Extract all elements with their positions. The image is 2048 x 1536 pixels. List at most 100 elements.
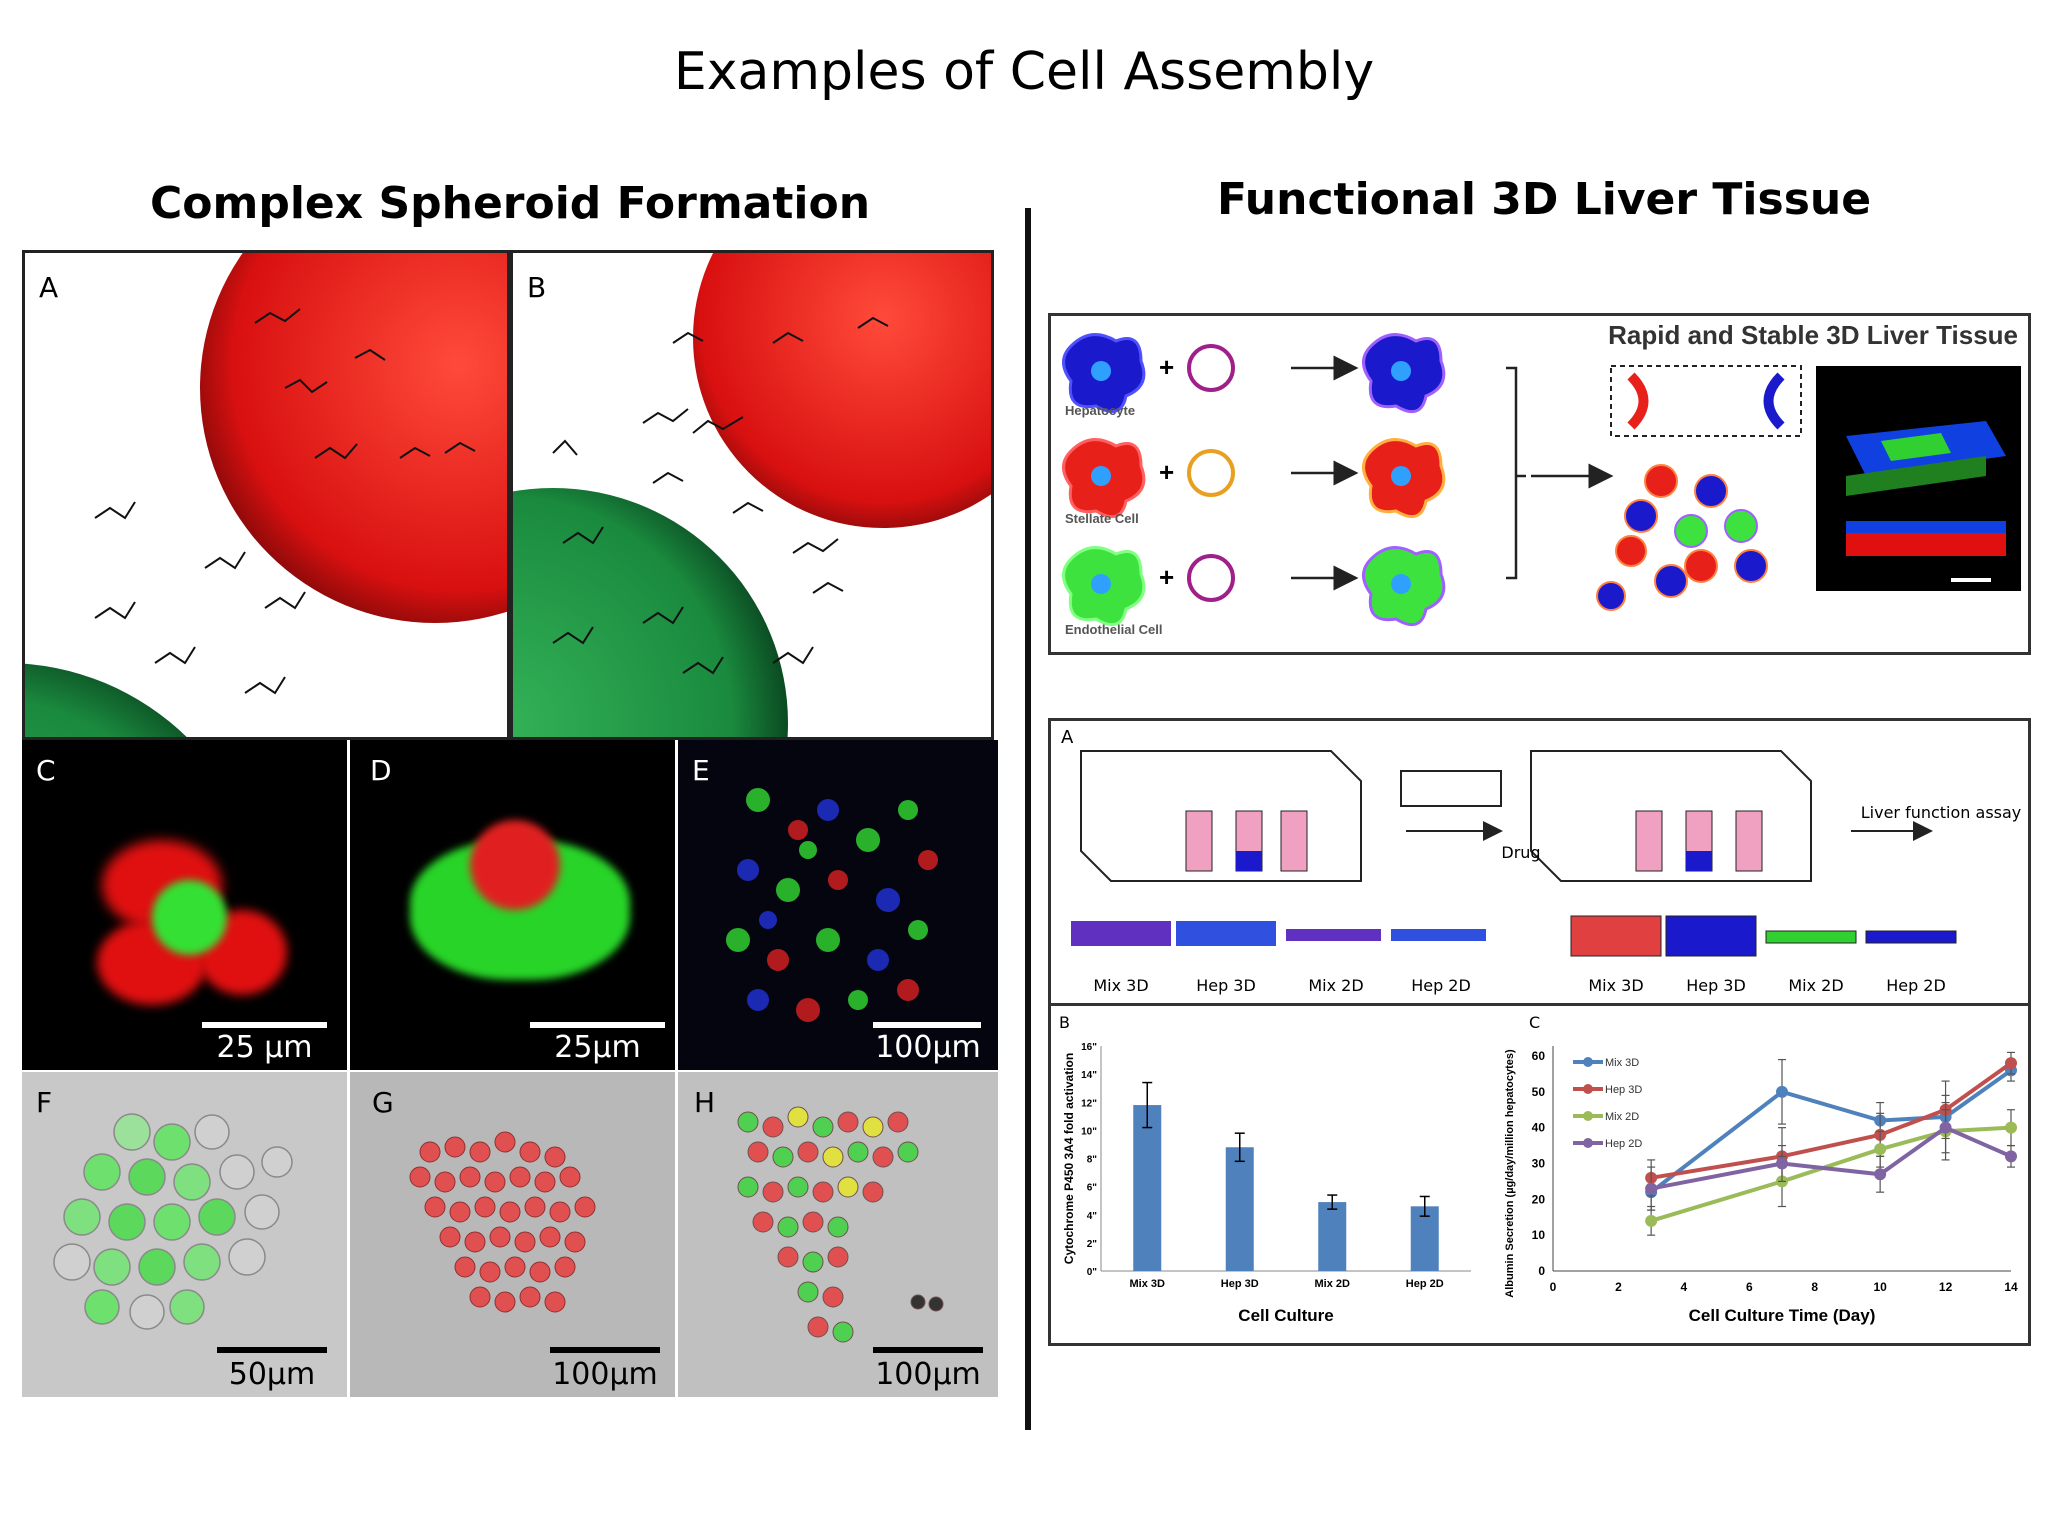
red-sphere	[693, 253, 991, 528]
chart-b-ytick: 16"	[1081, 1042, 1097, 1053]
chart-c-xtick: 10	[1873, 1280, 1887, 1294]
chart-c-legend-marker	[1583, 1084, 1593, 1094]
chart-c-point	[1939, 1121, 1952, 1134]
chart-c-xtick: 2	[1615, 1280, 1622, 1294]
green-sphere	[513, 488, 788, 737]
panel-label-f: F	[36, 1086, 53, 1119]
chart-c-xtick: 6	[1746, 1280, 1753, 1294]
chart-b-xlabel: Cell Culture	[1238, 1306, 1333, 1325]
chart-b-ytick: 10"	[1081, 1126, 1097, 1137]
scale-label-e: 100µm	[875, 1030, 981, 1065]
stellate-label: Stellate Cell	[1065, 511, 1139, 526]
chart-c-xtick: 12	[1939, 1280, 1953, 1294]
chart-c-ytick: 40	[1532, 1121, 1546, 1135]
scale-label-g: 100µm	[552, 1357, 658, 1392]
chart-c-legend-marker	[1583, 1111, 1593, 1121]
assay-drawing	[1071, 750, 1957, 957]
panel-c: C 25 µm	[22, 740, 347, 1070]
chart-c-ytick: 50	[1532, 1085, 1546, 1099]
chart-b-ytick: 4"	[1087, 1211, 1098, 1222]
chart-c-legend-label: Mix 2D	[1605, 1111, 1639, 1123]
right-caption-mix3d: Mix 3D	[1588, 976, 1644, 995]
left-caption-hep3d: Hep 3D	[1196, 976, 1256, 995]
liver-tissue-schematic: Rapid and Stable 3D Liver Tissue + + +	[1048, 313, 2031, 655]
line-chart-c: C 0 10 20 30 40 50 60 0 2 4 6 8 10 12 14 Mix 3D Hep 3D Mix…	[1504, 1013, 2018, 1325]
chart-b-ylabel: Cytochrome P450 3A4 fold activation	[1062, 1053, 1076, 1264]
chart-c-legend-marker	[1583, 1138, 1593, 1148]
svg-text:+: +	[1159, 457, 1174, 487]
scale-bar-h	[873, 1347, 983, 1353]
liver-function-label: Liver function assay	[1860, 803, 2022, 822]
panel-g-cells	[409, 1131, 596, 1313]
scale-label-d: 25µm	[554, 1030, 641, 1065]
chart-c-point	[2005, 1057, 2017, 1070]
chart-b-xtick: Hep 3D	[1221, 1278, 1259, 1290]
panel-e-cells	[726, 788, 938, 1022]
chart-c-series-line	[1650, 1061, 2013, 1180]
panel-d: D 25µm	[350, 740, 675, 1070]
panel-h-cells	[737, 1106, 944, 1343]
scale-bar-f	[217, 1347, 327, 1353]
chart-c-label: C	[1529, 1013, 1540, 1032]
panel-h: H 100µm	[678, 1072, 998, 1397]
chart-c-ylabel: Albumin Secretion (µg/day/million hepato…	[1504, 1049, 1516, 1298]
schematic-drawing: + + +	[1062, 333, 2021, 627]
scale-bar-e	[873, 1022, 981, 1028]
page-title: Examples of Cell Assembly	[673, 42, 1375, 102]
panel-e: E 100µm	[678, 740, 998, 1070]
chart-c-point	[1776, 1157, 1788, 1170]
chart-b-ytick: 12"	[1081, 1098, 1097, 1109]
assay-panel: A Drug Liver function assay Mix 3D Hep 3…	[1048, 718, 2031, 1006]
chart-c-point	[2005, 1150, 2017, 1163]
left-heading: Complex Spheroid Formation	[149, 178, 871, 229]
panel-f: F 50µm	[22, 1072, 347, 1397]
chart-b-bar	[1410, 1206, 1439, 1271]
chart-c-point	[1874, 1168, 1887, 1181]
chart-b-bar	[1133, 1105, 1162, 1271]
bar-chart-b: B 0" 2" 4" 6" 8" 10" 12" 14" 16" Mix 3D Hep 3D Mix 2…	[1059, 1013, 1471, 1325]
panel-a: A	[22, 250, 510, 740]
chart-c-ytick: 0	[1538, 1264, 1545, 1278]
panel-a-illustration	[25, 253, 507, 737]
chart-c-legend-label: Mix 3D	[1605, 1057, 1639, 1069]
chart-b-xtick: Mix 3D	[1130, 1278, 1166, 1290]
scale-bar-c	[202, 1022, 327, 1028]
chart-c-xlabel: Cell Culture Time (Day)	[1689, 1306, 1876, 1325]
chart-c-ytick: 30	[1532, 1157, 1546, 1171]
chart-c-xtick: 0	[1550, 1280, 1557, 1294]
svg-text:+: +	[1159, 562, 1174, 592]
scale-bar-g	[550, 1347, 660, 1353]
panel-label-a: A	[39, 271, 59, 304]
scale-label-c: 25 µm	[216, 1030, 313, 1065]
panel-g: G 100µm	[350, 1072, 675, 1397]
green-sphere	[25, 663, 187, 737]
chart-b-xtick: Mix 2D	[1315, 1278, 1351, 1290]
chart-c-legend-label: Hep 2D	[1605, 1138, 1642, 1150]
panel-label-e: E	[692, 754, 710, 787]
right-heading: Functional 3D Liver Tissue	[1216, 174, 1872, 225]
drug-label: Drug	[1501, 843, 1541, 862]
left-caption-mix2d: Mix 2D	[1308, 976, 1364, 995]
chart-c-legend-marker	[1583, 1057, 1593, 1067]
panel-label-g: G	[372, 1086, 394, 1119]
chart-c-point	[1874, 1143, 1887, 1156]
chart-b-ytick: 0"	[1087, 1267, 1098, 1278]
section-divider	[1025, 208, 1031, 1430]
hepatocyte-label: Hepatocyte	[1065, 403, 1136, 418]
chart-b-ytick: 6"	[1087, 1183, 1098, 1194]
chart-c-xtick: 14	[2004, 1280, 2018, 1294]
chart-b-ytick: 8"	[1087, 1155, 1098, 1166]
chart-b-bar	[1318, 1202, 1347, 1271]
chart-b-ytick: 14"	[1081, 1070, 1097, 1081]
right-caption-mix2d: Mix 2D	[1788, 976, 1844, 995]
panel-f-cells	[53, 1113, 293, 1330]
chart-c-xtick: 8	[1811, 1280, 1818, 1294]
panel-b-illustration	[513, 253, 991, 737]
chart-c-ytick: 20	[1532, 1192, 1546, 1206]
chart-c-point	[2005, 1121, 2017, 1134]
chart-c-series-line	[1650, 1125, 2012, 1223]
panel-label-c: C	[36, 754, 56, 787]
charts-panel: B 0" 2" 4" 6" 8" 10" 12" 14" 16" Mix 3D Hep 3D Mix 2…	[1048, 1006, 2031, 1346]
left-caption-mix3d: Mix 3D	[1093, 976, 1149, 995]
assay-label: A	[1061, 727, 1074, 748]
